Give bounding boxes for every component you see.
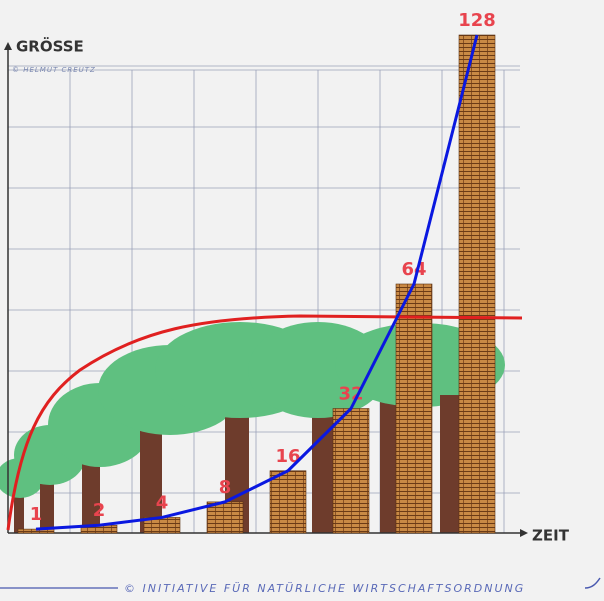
bar bbox=[395, 283, 433, 534]
value-label: 128 bbox=[458, 10, 496, 31]
x-axis-label: ZEIT bbox=[532, 527, 570, 545]
footer-text: © INITIATIVE FÜR NATÜRLICHE WIRTSCHAFTSO… bbox=[124, 582, 525, 595]
growth-curve bbox=[35, 34, 479, 531]
growth-limit-curve bbox=[6, 314, 523, 531]
bar bbox=[206, 501, 244, 534]
value-label: 2 bbox=[93, 500, 106, 521]
bars bbox=[17, 34, 496, 534]
x-axis-arrow bbox=[520, 529, 528, 537]
y-axis-arrow bbox=[4, 42, 12, 50]
value-label: 16 bbox=[275, 446, 300, 467]
bar bbox=[458, 34, 496, 534]
y-axis-label: GRÖSSE bbox=[16, 37, 84, 56]
value-label: 64 bbox=[401, 259, 426, 280]
bar bbox=[332, 408, 370, 534]
footer-hook bbox=[584, 577, 601, 589]
copyright: © HELMUT CREUTZ bbox=[12, 66, 96, 74]
value-label: 1 bbox=[30, 504, 43, 525]
bar bbox=[269, 470, 307, 534]
value-label: 4 bbox=[156, 492, 169, 513]
value-label: 8 bbox=[219, 477, 232, 498]
